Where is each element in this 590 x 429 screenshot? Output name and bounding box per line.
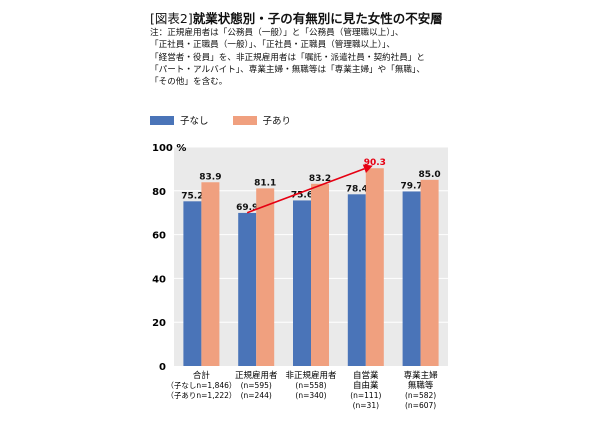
x-sample-size-label: (n=244) [241,391,272,400]
y-tick-label: 80 [152,187,166,198]
bar-no-children [238,212,257,366]
title-text: 就業状態別・子の有無別に見た女性の不安層 [192,11,443,26]
x-category-label: 自営業 [353,370,379,381]
y-tick-label: 60 [152,231,166,242]
x-sample-size-label: (n=595) [241,381,272,390]
legend-label-with-children: 子あり [262,116,292,127]
x-sample-size-label: (n=31) [353,401,380,410]
legend-item-with-children: 子あり [232,113,292,127]
x-sample-size-label: （子ありn=1,222） [166,391,236,400]
x-category-label: 非正規雇用者 [285,370,337,381]
data-label: 85.0 [418,170,440,180]
bar-no-children [402,191,421,366]
bar-with-children [420,179,439,366]
bar-no-children [347,194,366,366]
bar-chart: 0 20 40 60 80 100 % 75.2 83.9 合計（子なしn=1,846）（子あり… [152,143,448,410]
x-sample-size-label: （子なしn=1,846） [166,381,236,390]
legend-item-no-children: 子なし [150,113,209,127]
note-line: 「パート・アルバイト」、専業主婦・無職等は「専業主婦」や「無職」、 [150,64,425,75]
data-label: 83.9 [199,172,221,182]
legend: 子なし 子あり [150,113,315,127]
trend-arrow-head [362,164,373,173]
chart-title: [図表2]就業状態別・子の有無別に見た女性の不安層 [150,8,443,27]
x-category-label: 合計 [193,370,211,381]
bar-with-children [201,182,220,366]
data-label: 81.1 [254,178,276,188]
x-sample-size-label: (n=111) [350,391,381,400]
data-label: 75.2 [181,191,203,201]
x-category-label: 正規雇用者 [235,370,278,381]
y-tick-label: 100 % [152,143,186,154]
note-line: 注：正規雇用者は「公務員（一般）」と「公務員（管理職以上）」、 [150,28,404,38]
y-tick-label: 20 [152,318,166,329]
data-label: 75.6 [291,190,313,200]
data-label: 79.7 [400,181,422,191]
chart-note: 注：正規雇用者は「公務員（一般）」と「公務員（管理職以上）」、 「正社員・正職員… [150,27,448,88]
bar-no-children [293,200,311,366]
x-sample-size-label: (n=558) [295,381,326,390]
data-label: 78.4 [346,184,368,194]
x-sample-size-label: (n=582) [405,391,436,400]
legend-label-no-children: 子なし [180,116,209,127]
note-line: 「その他」を含む。 [150,77,228,88]
data-label: 90.3 [364,158,386,168]
x-category-label: 専業主婦 [404,370,439,381]
legend-swatch-no-children [150,115,174,125]
title-tag: [図表2] [150,11,193,26]
x-category-label: 無職等 [408,380,434,391]
note-line: 「経営者・役員」を、非正規雇用者は「嘱託・派遣社員・契約社員」と [150,52,426,63]
note-line: 「正社員・正職員（一般）」、「正社員・正職員（管理職以上）」、 [150,40,395,51]
figure: [図表2]就業状態別・子の有無別に見た女性の不安層 注：正規雇用者は「公務員（一… [150,8,448,424]
y-tick-label: 0 [159,362,166,373]
x-sample-size-label: (n=340) [295,391,326,400]
bar-with-children [256,188,275,366]
bar-with-children [365,168,384,366]
x-category-label: 自由業 [353,380,379,391]
x-sample-size-label: (n=607) [405,401,436,410]
legend-swatch-with-children [232,115,257,125]
data-label: 83.2 [309,174,331,184]
bar-with-children [311,183,329,366]
bar-no-children [183,201,202,366]
data-label: 69.9 [236,203,258,213]
trend-arrow-line [246,168,365,214]
y-tick-label: 40 [152,274,166,285]
